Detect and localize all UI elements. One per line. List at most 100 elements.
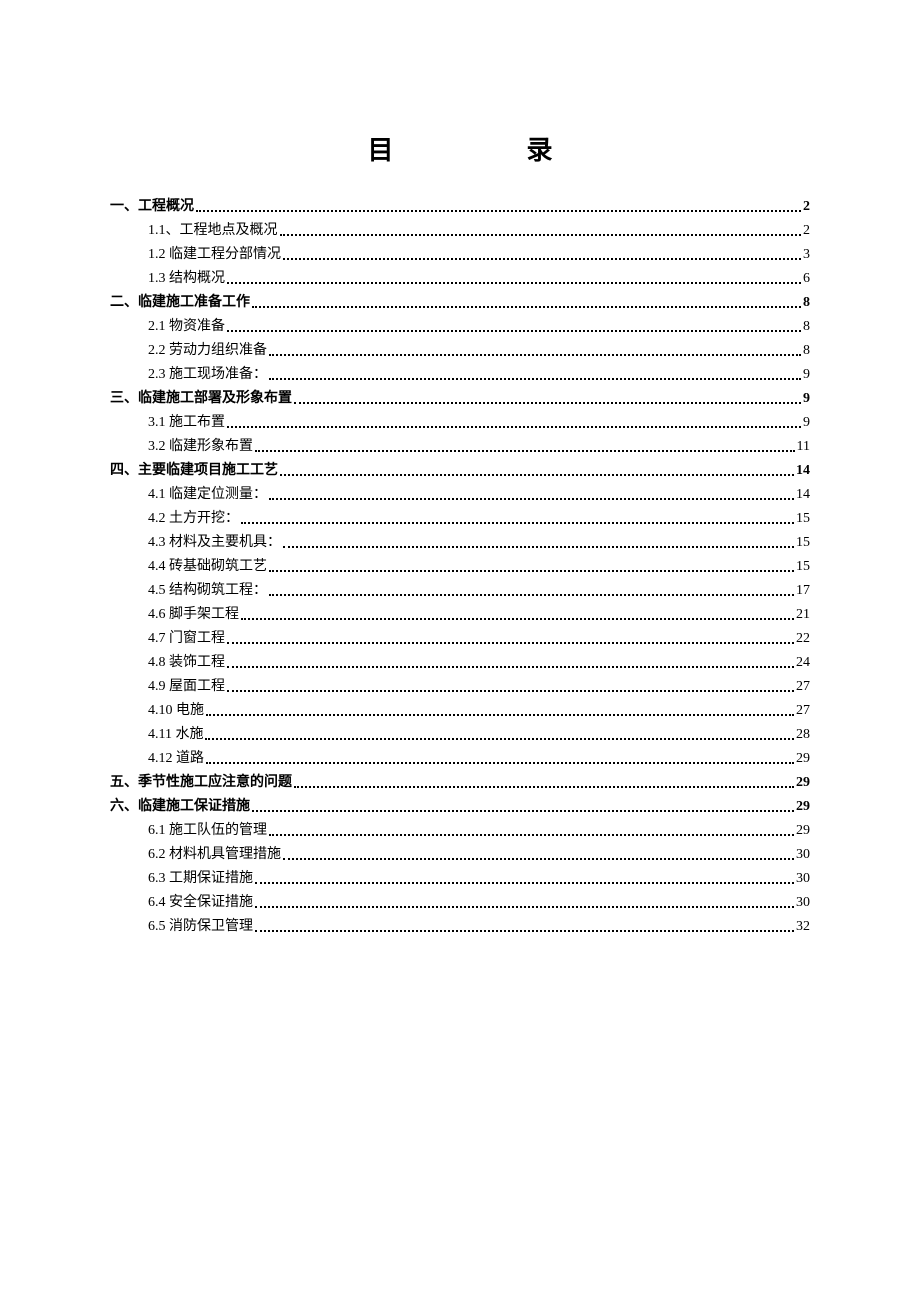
toc-dots (269, 594, 794, 596)
toc-label: 4.7 门窗工程 (148, 627, 225, 651)
toc-page-number: 9 (803, 411, 810, 435)
toc-dots (294, 402, 801, 404)
toc-dots (252, 810, 794, 812)
toc-dots (283, 546, 794, 548)
toc-page-number: 6 (803, 267, 810, 291)
toc-page-number: 11 (797, 435, 810, 459)
toc-label: 四、主要临建项目施工工艺 (110, 459, 278, 483)
toc-dots (205, 738, 794, 740)
toc-label: 6.2 材料机具管理措施 (148, 843, 281, 867)
toc-row: 4.10 电施27 (148, 699, 810, 723)
toc-dots (283, 858, 794, 860)
toc-label: 1.2 临建工程分部情况 (148, 243, 281, 267)
toc-page-number: 24 (796, 651, 810, 675)
toc-page-number: 8 (803, 291, 810, 315)
title-char-2: 录 (527, 130, 553, 167)
toc-dots (280, 474, 794, 476)
toc-row: 3.1 施工布置9 (148, 411, 810, 435)
toc-label: 4.10 电施 (148, 699, 204, 723)
toc-page-number: 30 (796, 867, 810, 891)
toc-page-number: 14 (796, 459, 810, 483)
toc-row: 6.2 材料机具管理措施 30 (148, 843, 810, 867)
toc-page-number: 30 (796, 891, 810, 915)
toc-page-number: 15 (796, 555, 810, 579)
toc-label: 6.4 安全保证措施 (148, 891, 253, 915)
toc-label: 4.3 材料及主要机具： (148, 531, 281, 555)
toc-dots (227, 426, 801, 428)
toc-label: 二、临建施工准备工作 (110, 291, 250, 315)
toc-row: 二、临建施工准备工作 8 (110, 291, 810, 315)
toc-row: 4.5 结构砌筑工程： 17 (148, 579, 810, 603)
toc-row: 4.6 脚手架工程21 (148, 603, 810, 627)
toc-label: 2.3 施工现场准备： (148, 363, 267, 387)
toc-row: 6.1 施工队伍的管理29 (148, 819, 810, 843)
toc-page-number: 27 (796, 675, 810, 699)
toc-row: 4.3 材料及主要机具： 15 (148, 531, 810, 555)
toc-page-number: 29 (796, 819, 810, 843)
toc-row: 三、临建施工部署及形象布置 9 (110, 387, 810, 411)
toc-label: 4.11 水施 (148, 723, 203, 747)
toc-dots (241, 522, 794, 524)
toc-dots (269, 378, 801, 380)
toc-page-number: 29 (796, 747, 810, 771)
toc-dots (269, 498, 794, 500)
toc-row: 4.2 土方开挖： 15 (148, 507, 810, 531)
toc-label: 3.2 临建形象布置 (148, 435, 253, 459)
toc-dots (227, 642, 794, 644)
toc-row: 2.1 物资准备8 (148, 315, 810, 339)
toc-page-number: 3 (803, 243, 810, 267)
toc-dots (255, 450, 795, 452)
toc-row: 4.11 水施28 (148, 723, 810, 747)
toc-dots (255, 930, 794, 932)
toc-dots (294, 786, 794, 788)
toc-row: 3.2 临建形象布置 11 (148, 435, 810, 459)
toc-page-number: 29 (796, 771, 810, 795)
title-char-1: 目 (367, 130, 393, 167)
toc-label: 4.2 土方开挖： (148, 507, 239, 531)
toc-page-number: 9 (803, 387, 810, 411)
toc-dots (255, 882, 794, 884)
toc-dots (283, 258, 801, 260)
toc-label: 4.8 装饰工程 (148, 651, 225, 675)
toc-page-number: 2 (803, 219, 810, 243)
toc-label: 4.9 屋面工程 (148, 675, 225, 699)
toc-dots (196, 210, 801, 212)
toc-page-number: 30 (796, 843, 810, 867)
toc-label: 6.3 工期保证措施 (148, 867, 253, 891)
toc-page-number: 17 (796, 579, 810, 603)
toc-label: 六、临建施工保证措施 (110, 795, 250, 819)
toc-label: 三、临建施工部署及形象布置 (110, 387, 292, 411)
toc-dots (227, 330, 801, 332)
toc-dots (280, 234, 802, 236)
toc-label: 1.3 结构概况 (148, 267, 225, 291)
toc-dots (269, 834, 794, 836)
toc-label: 1.1、工程地点及概况 (148, 219, 278, 243)
toc-page-number: 14 (796, 483, 810, 507)
toc-label: 4.5 结构砌筑工程： (148, 579, 267, 603)
toc-page-number: 15 (796, 507, 810, 531)
toc-page-number: 8 (803, 315, 810, 339)
toc-label: 2.2 劳动力组织准备 (148, 339, 267, 363)
toc-label: 4.4 砖基础砌筑工艺 (148, 555, 267, 579)
toc-row: 6.3 工期保证措施 30 (148, 867, 810, 891)
toc-label: 五、季节性施工应注意的问题 (110, 771, 292, 795)
toc-row: 4.9 屋面工程 27 (148, 675, 810, 699)
toc-row: 六、临建施工保证措施29 (110, 795, 810, 819)
toc-page-number: 32 (796, 915, 810, 939)
toc-row: 2.3 施工现场准备： 9 (148, 363, 810, 387)
toc-dots (227, 282, 801, 284)
toc-row: 4.12 道路 29 (148, 747, 810, 771)
toc-page-number: 15 (796, 531, 810, 555)
toc-row: 一、工程概况2 (110, 195, 810, 219)
toc-row: 四、主要临建项目施工工艺 14 (110, 459, 810, 483)
toc-page-number: 9 (803, 363, 810, 387)
toc-row: 4.7 门窗工程22 (148, 627, 810, 651)
page-title: 目 录 (110, 130, 810, 167)
toc-row: 4.1 临建定位测量：14 (148, 483, 810, 507)
toc-row: 4.8 装饰工程 24 (148, 651, 810, 675)
toc-row: 6.4 安全保证措施 30 (148, 891, 810, 915)
toc-row: 五、季节性施工应注意的问题 29 (110, 771, 810, 795)
toc-label: 4.12 道路 (148, 747, 204, 771)
toc-row: 1.3 结构概况 6 (148, 267, 810, 291)
toc-row: 6.5 消防保卫管理32 (148, 915, 810, 939)
